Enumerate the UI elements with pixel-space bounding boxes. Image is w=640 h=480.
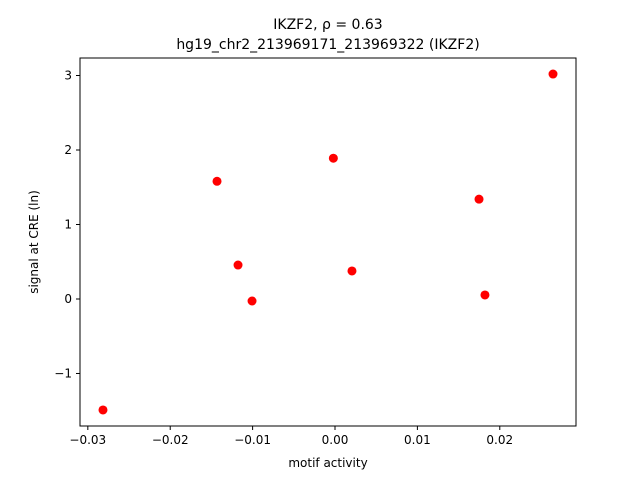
chart-title: IKZF2, ρ = 0.63 (273, 17, 382, 33)
y-tick-label: −1 (54, 366, 72, 380)
plot-frame (79, 57, 577, 427)
x-tick-label: −0.03 (69, 433, 106, 447)
point (474, 194, 484, 204)
point (98, 405, 108, 415)
x-tick-label: 0.01 (404, 433, 431, 447)
x-tick-label: −0.01 (234, 433, 271, 447)
point (247, 296, 257, 306)
y-tick-label: 2 (64, 143, 72, 157)
point (480, 290, 490, 300)
point (328, 153, 338, 163)
y-tick-label: 3 (64, 69, 72, 83)
point (233, 260, 243, 270)
point (212, 176, 222, 186)
y-axis-label: signal at CRE (ln) (27, 190, 41, 294)
y-tick-label: 1 (64, 217, 72, 231)
x-axis-label: motif activity (288, 456, 367, 470)
chart-subtitle: hg19_chr2_213969171_213969322 (IKZF2) (176, 37, 479, 53)
x-tick-label: −0.02 (152, 433, 189, 447)
x-tick-label: 0.00 (322, 433, 349, 447)
point (347, 266, 357, 276)
y-tick-label: 0 (64, 292, 72, 306)
x-tick-label: 0.02 (486, 433, 513, 447)
point (548, 69, 558, 79)
